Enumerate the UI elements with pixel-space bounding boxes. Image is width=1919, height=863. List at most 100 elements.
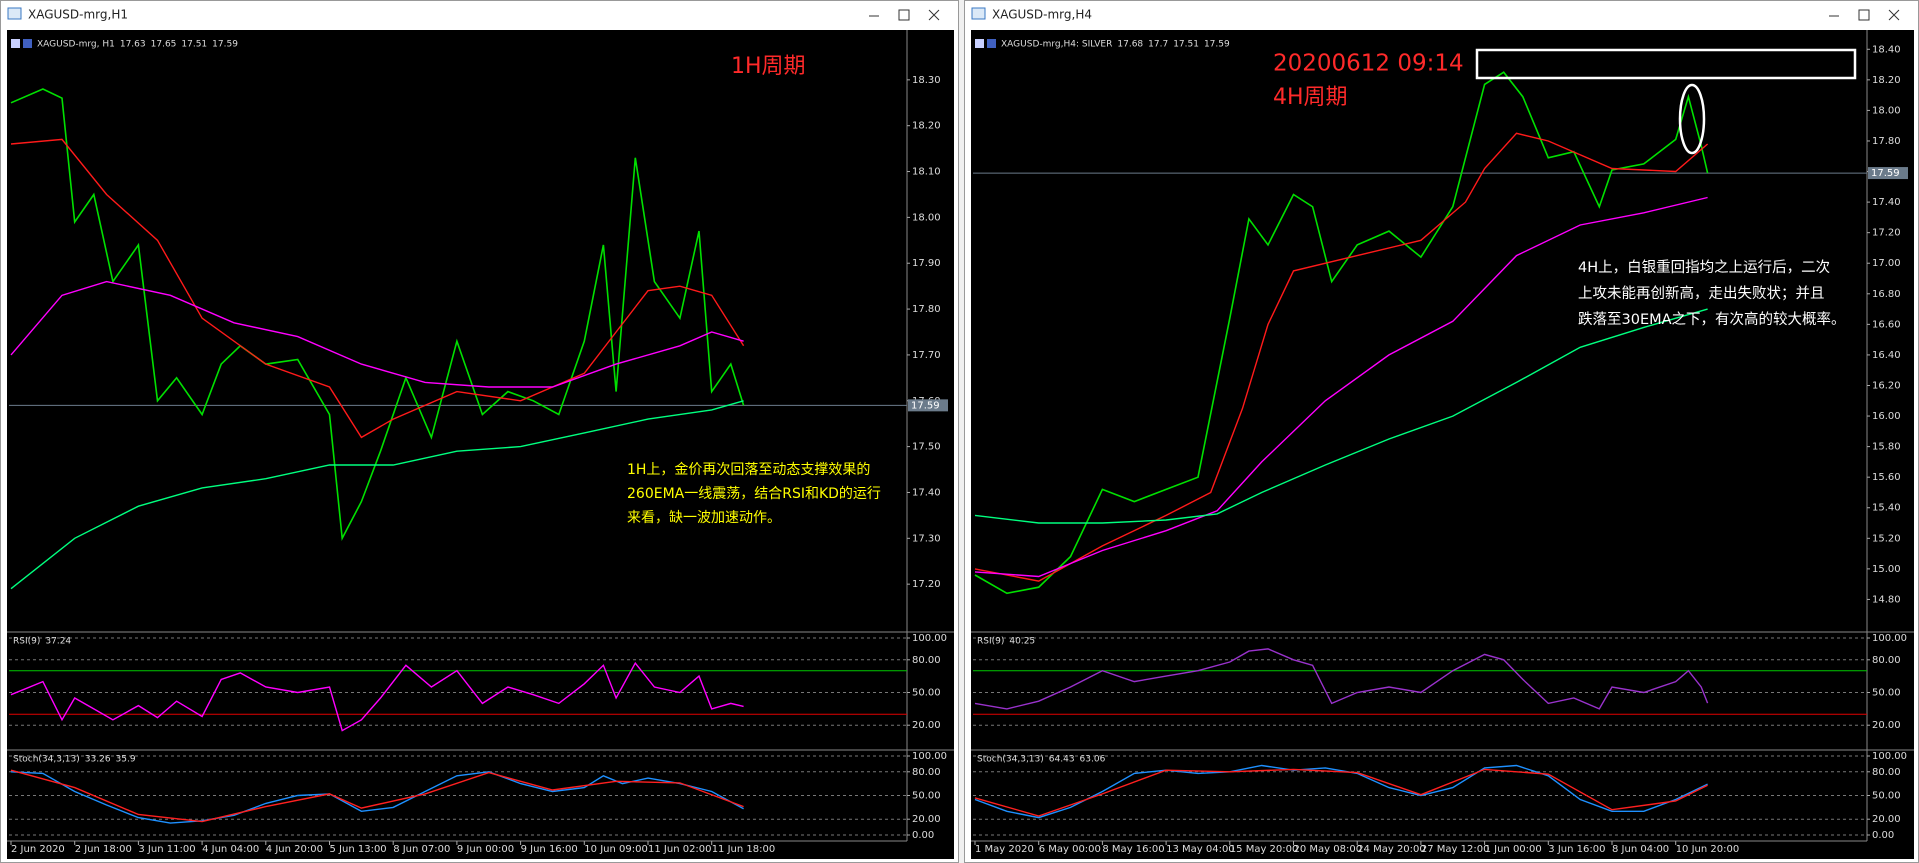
y-tick-label: 18.00 — [912, 212, 941, 223]
y-tick-label: 20.00 — [1872, 720, 1901, 731]
maximize-button[interactable] — [1858, 9, 1870, 21]
series-line — [10, 769, 744, 823]
series-line — [974, 764, 1708, 819]
y-tick-label: 100.00 — [1872, 751, 1907, 762]
indicator-label: RSI(9) — [13, 637, 40, 647]
x-tick-label: 1 Jun 00:00 — [1485, 844, 1542, 855]
y-tick-label: 18.00 — [1872, 105, 1901, 116]
indicator-label: Stoch(34,3,13) — [977, 755, 1044, 765]
last-price-label: 17.59 — [911, 400, 940, 411]
series-line — [974, 768, 1708, 817]
symbol-header: 17.59 — [212, 40, 238, 50]
y-tick-label: 50.00 — [1872, 791, 1901, 802]
y-tick-label: 18.30 — [912, 75, 941, 86]
x-tick-label: 2 Jun 2020 — [11, 844, 65, 855]
y-tick-label: 80.00 — [1872, 767, 1901, 778]
note-line: 260EMA一线震荡，结合RSI和KD的运行 — [627, 486, 881, 502]
indicator-label: 63.06 — [1080, 755, 1106, 765]
highlight-ellipse — [1678, 83, 1706, 155]
last-price-box — [908, 399, 948, 412]
y-tick-label: 16.20 — [1872, 380, 1901, 391]
symbol-header: XAGUSD-mrg,H4: SILVER — [1001, 40, 1112, 50]
series-line — [10, 280, 744, 388]
window-title: XAGUSD-mrg,H4 — [992, 8, 1092, 22]
indicator-label: 33.26 — [85, 755, 111, 765]
y-tick-label: 16.00 — [1872, 411, 1901, 422]
period-annotation: 1H周期 — [731, 54, 806, 79]
y-tick-label: 17.80 — [912, 304, 941, 315]
x-tick-label: 9 Jun 16:00 — [521, 844, 578, 855]
maximize-button[interactable] — [898, 9, 910, 21]
indicator-label: 40.25 — [1009, 637, 1035, 647]
series-line — [974, 196, 1708, 578]
chart-area — [971, 30, 1914, 859]
indicator-label: 35.9 — [116, 755, 136, 765]
symbol-header: 17.7 — [1148, 40, 1168, 50]
y-tick-label: 100.00 — [912, 751, 947, 762]
x-tick-label: 11 Jun 02:00 — [648, 844, 712, 855]
x-tick-label: 20 May 08:00 — [1294, 844, 1363, 855]
x-tick-label: 6 May 00:00 — [1039, 844, 1101, 855]
x-tick-label: 4 Jun 20:00 — [266, 844, 323, 855]
x-tick-label: 3 Jun 16:00 — [1548, 844, 1605, 855]
y-tick-label: 20.00 — [1872, 814, 1901, 825]
y-tick-label: 80.00 — [912, 767, 941, 778]
y-tick-label: 17.40 — [912, 487, 941, 498]
indicator-label: RSI(9) — [977, 637, 1004, 647]
symbol-header: 17.63 — [120, 40, 146, 50]
x-tick-label: 24 May 20:00 — [1357, 844, 1426, 855]
x-tick-label: 2 Jun 18:00 — [75, 844, 132, 855]
x-tick-label: 8 May 16:00 — [1102, 844, 1164, 855]
y-tick-label: 15.60 — [1872, 472, 1901, 483]
note-line: 上攻未能再创新高，走出失败状；并且 — [1578, 285, 1825, 302]
symbol-header: 17.51 — [1173, 40, 1199, 50]
indicator-label: 37.24 — [45, 637, 71, 647]
note-line: 跌落至30EMA之下，有次高的较大概率。 — [1578, 310, 1846, 328]
x-tick-label: 27 May 12:00 — [1421, 844, 1490, 855]
y-tick-label: 17.70 — [912, 350, 941, 361]
timestamp-annotation: 20200612 09:14 — [1273, 51, 1464, 77]
y-tick-label: 14.80 — [1872, 594, 1901, 605]
x-tick-label: 8 Jun 07:00 — [393, 844, 450, 855]
y-tick-label: 80.00 — [1872, 655, 1901, 666]
last-price-label: 17.59 — [1871, 168, 1900, 179]
y-tick-label: 20.00 — [912, 814, 941, 825]
close-button[interactable] — [928, 9, 940, 21]
window-title: XAGUSD-mrg,H1 — [28, 8, 128, 22]
y-tick-label: 50.00 — [912, 791, 941, 802]
y-tick-label: 18.20 — [912, 121, 941, 132]
y-tick-label: 80.00 — [912, 655, 941, 666]
series-line — [10, 400, 744, 590]
x-tick-label: 13 May 04:00 — [1166, 844, 1235, 855]
symbol-header: XAGUSD-mrg, H1 — [37, 40, 115, 50]
series-line — [10, 88, 745, 542]
chart-area — [7, 30, 954, 859]
y-tick-label: 17.30 — [912, 533, 941, 544]
x-tick-label: 8 Jun 04:00 — [1612, 844, 1669, 855]
y-tick-label: 15.00 — [1872, 564, 1901, 575]
x-tick-label: 9 Jun 00:00 — [457, 844, 514, 855]
y-tick-label: 20.00 — [912, 720, 941, 731]
period-annotation: 4H周期 — [1273, 85, 1348, 110]
y-tick-label: 0.00 — [912, 830, 934, 841]
symbol-header: 17.68 — [1117, 40, 1143, 50]
note-line: 1H上，金价再次回落至动态支撑效果的 — [627, 462, 870, 478]
x-tick-label: 11 Jun 18:00 — [712, 844, 776, 855]
y-tick-label: 15.20 — [1872, 533, 1901, 544]
series-line — [974, 132, 1709, 582]
close-button[interactable] — [1888, 9, 1900, 21]
x-tick-label: 1 May 2020 — [975, 844, 1034, 855]
series-line — [10, 661, 744, 732]
symbol-header: 17.51 — [181, 40, 207, 50]
symbol-header: 17.59 — [1204, 40, 1230, 50]
y-tick-label: 18.40 — [1872, 44, 1901, 55]
last-price-box — [1868, 167, 1908, 180]
chart-icon — [11, 39, 20, 48]
y-tick-label: 100.00 — [1872, 633, 1907, 644]
y-tick-label: 17.80 — [1872, 136, 1901, 147]
note-line: 4H上，白银重回指均之上运行后，二次 — [1578, 259, 1830, 276]
x-tick-label: 10 Jun 09:00 — [584, 844, 648, 855]
y-tick-label: 15.80 — [1872, 442, 1901, 453]
